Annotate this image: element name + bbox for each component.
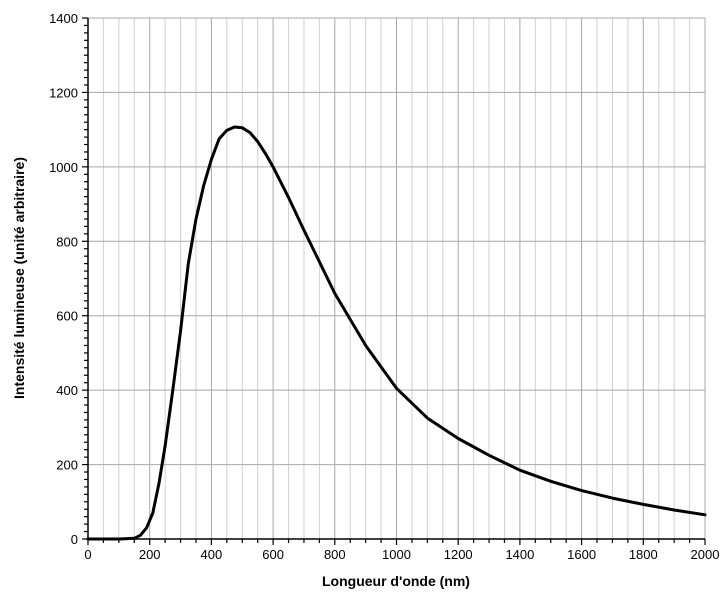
x-axis-title: Longueur d'onde (nm) [322,573,470,589]
y-tick-label: 1200 [49,85,78,100]
x-tick-label: 0 [84,547,91,562]
y-tick-label: 1000 [49,160,78,175]
x-tick-label: 400 [201,547,223,562]
x-tick-label: 1400 [505,547,534,562]
y-tick-label: 600 [56,309,78,324]
y-tick-label: 1400 [49,11,78,26]
x-tick-label: 1200 [444,547,473,562]
x-tick-label: 800 [324,547,346,562]
y-tick-label: 800 [56,234,78,249]
series-group [86,125,707,541]
x-axis-ticks: 0 200 400 600 800 1000 1200 1400 1600 1800 2000 [84,539,719,562]
x-tick-label: 2000 [691,547,720,562]
y-tick-label: 400 [56,383,78,398]
minor-gridlines [102,18,691,539]
x-tick-label: 1000 [382,547,411,562]
y-tick-label: 200 [56,458,78,473]
x-tick-label: 200 [139,547,161,562]
y-tick-label: 0 [71,532,78,547]
x-tick-label: 1600 [567,547,596,562]
y-axis-title: Intensité lumineuse (unité arbitraire) [11,157,27,399]
series-line [86,125,707,541]
x-tick-label: 600 [262,547,284,562]
x-tick-label: 1800 [629,547,658,562]
major-gridlines [88,17,706,539]
y-axis-ticks: 0 200 400 600 800 1000 1200 1400 [49,11,88,547]
